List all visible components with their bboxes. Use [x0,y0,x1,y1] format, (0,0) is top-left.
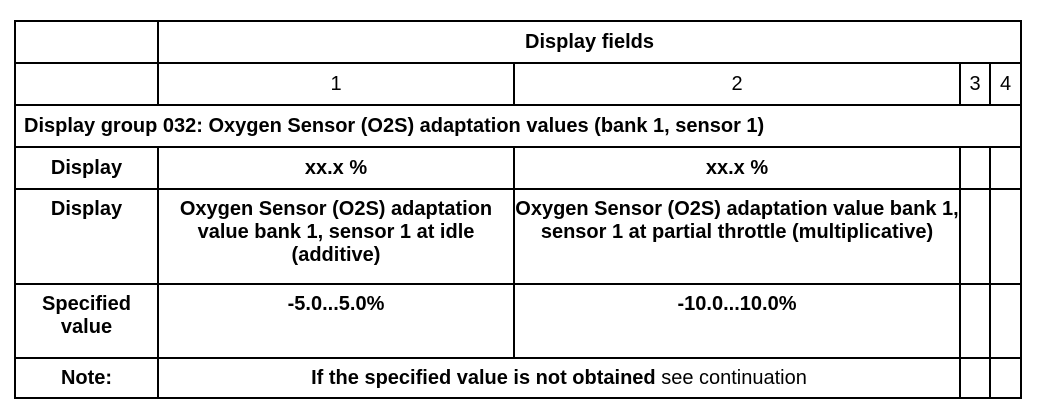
display-units-row: Display xx.x % xx.x % [14,146,1022,190]
display-units-field2: xx.x % [513,146,961,190]
display-units-label: Display [14,146,159,190]
specified-value-label: Specified value [14,283,159,359]
header-row: Display fields [14,20,1022,64]
field-number-row: 1 2 3 4 [14,62,1022,106]
group-title-row: Display group 032: Oxygen Sensor (O2S) a… [14,104,1022,148]
specified-value-field3 [959,283,991,359]
spec-table-container: Display fields 1 2 3 4 Display group 032… [14,20,1022,399]
specified-value-field4 [989,283,1022,359]
note-field3 [959,357,991,399]
display-description-field3 [959,188,991,285]
specified-value-field1: -5.0...5.0% [157,283,515,359]
display-fields-heading: Display fields [157,20,1022,64]
field-number-4: 4 [989,62,1022,106]
display-units-field3 [959,146,991,190]
display-description-label: Display [14,188,159,285]
specified-value-field2: -10.0...10.0% [513,283,961,359]
note-row: Note: If the specified value is not obta… [14,357,1022,399]
note-label: Note: [14,357,159,399]
display-description-row: Display Oxygen Sensor (O2S) adaptation v… [14,188,1022,285]
display-group-table: Display fields 1 2 3 4 Display group 032… [14,20,1022,399]
display-description-field2: Oxygen Sensor (O2S) adaptation value ban… [513,188,961,285]
corner-cell [14,20,159,64]
note-text-bold: If the specified value is not obtained [311,366,656,389]
display-group-title: Display group 032: Oxygen Sensor (O2S) a… [14,104,1022,148]
display-description-field4 [989,188,1022,285]
note-field4 [989,357,1022,399]
field-number-3: 3 [959,62,991,106]
field-number-1: 1 [157,62,515,106]
note-text: If the specified value is not obtained s… [157,357,961,399]
display-units-field1: xx.x % [157,146,515,190]
corner-cell-2 [14,62,159,106]
specified-value-row: Specified value -5.0...5.0% -10.0...10.0… [14,283,1022,359]
display-description-field1: Oxygen Sensor (O2S) adaptation value ban… [157,188,515,285]
display-units-field4 [989,146,1022,190]
note-text-normal: see continuation [661,366,807,389]
field-number-2: 2 [513,62,961,106]
